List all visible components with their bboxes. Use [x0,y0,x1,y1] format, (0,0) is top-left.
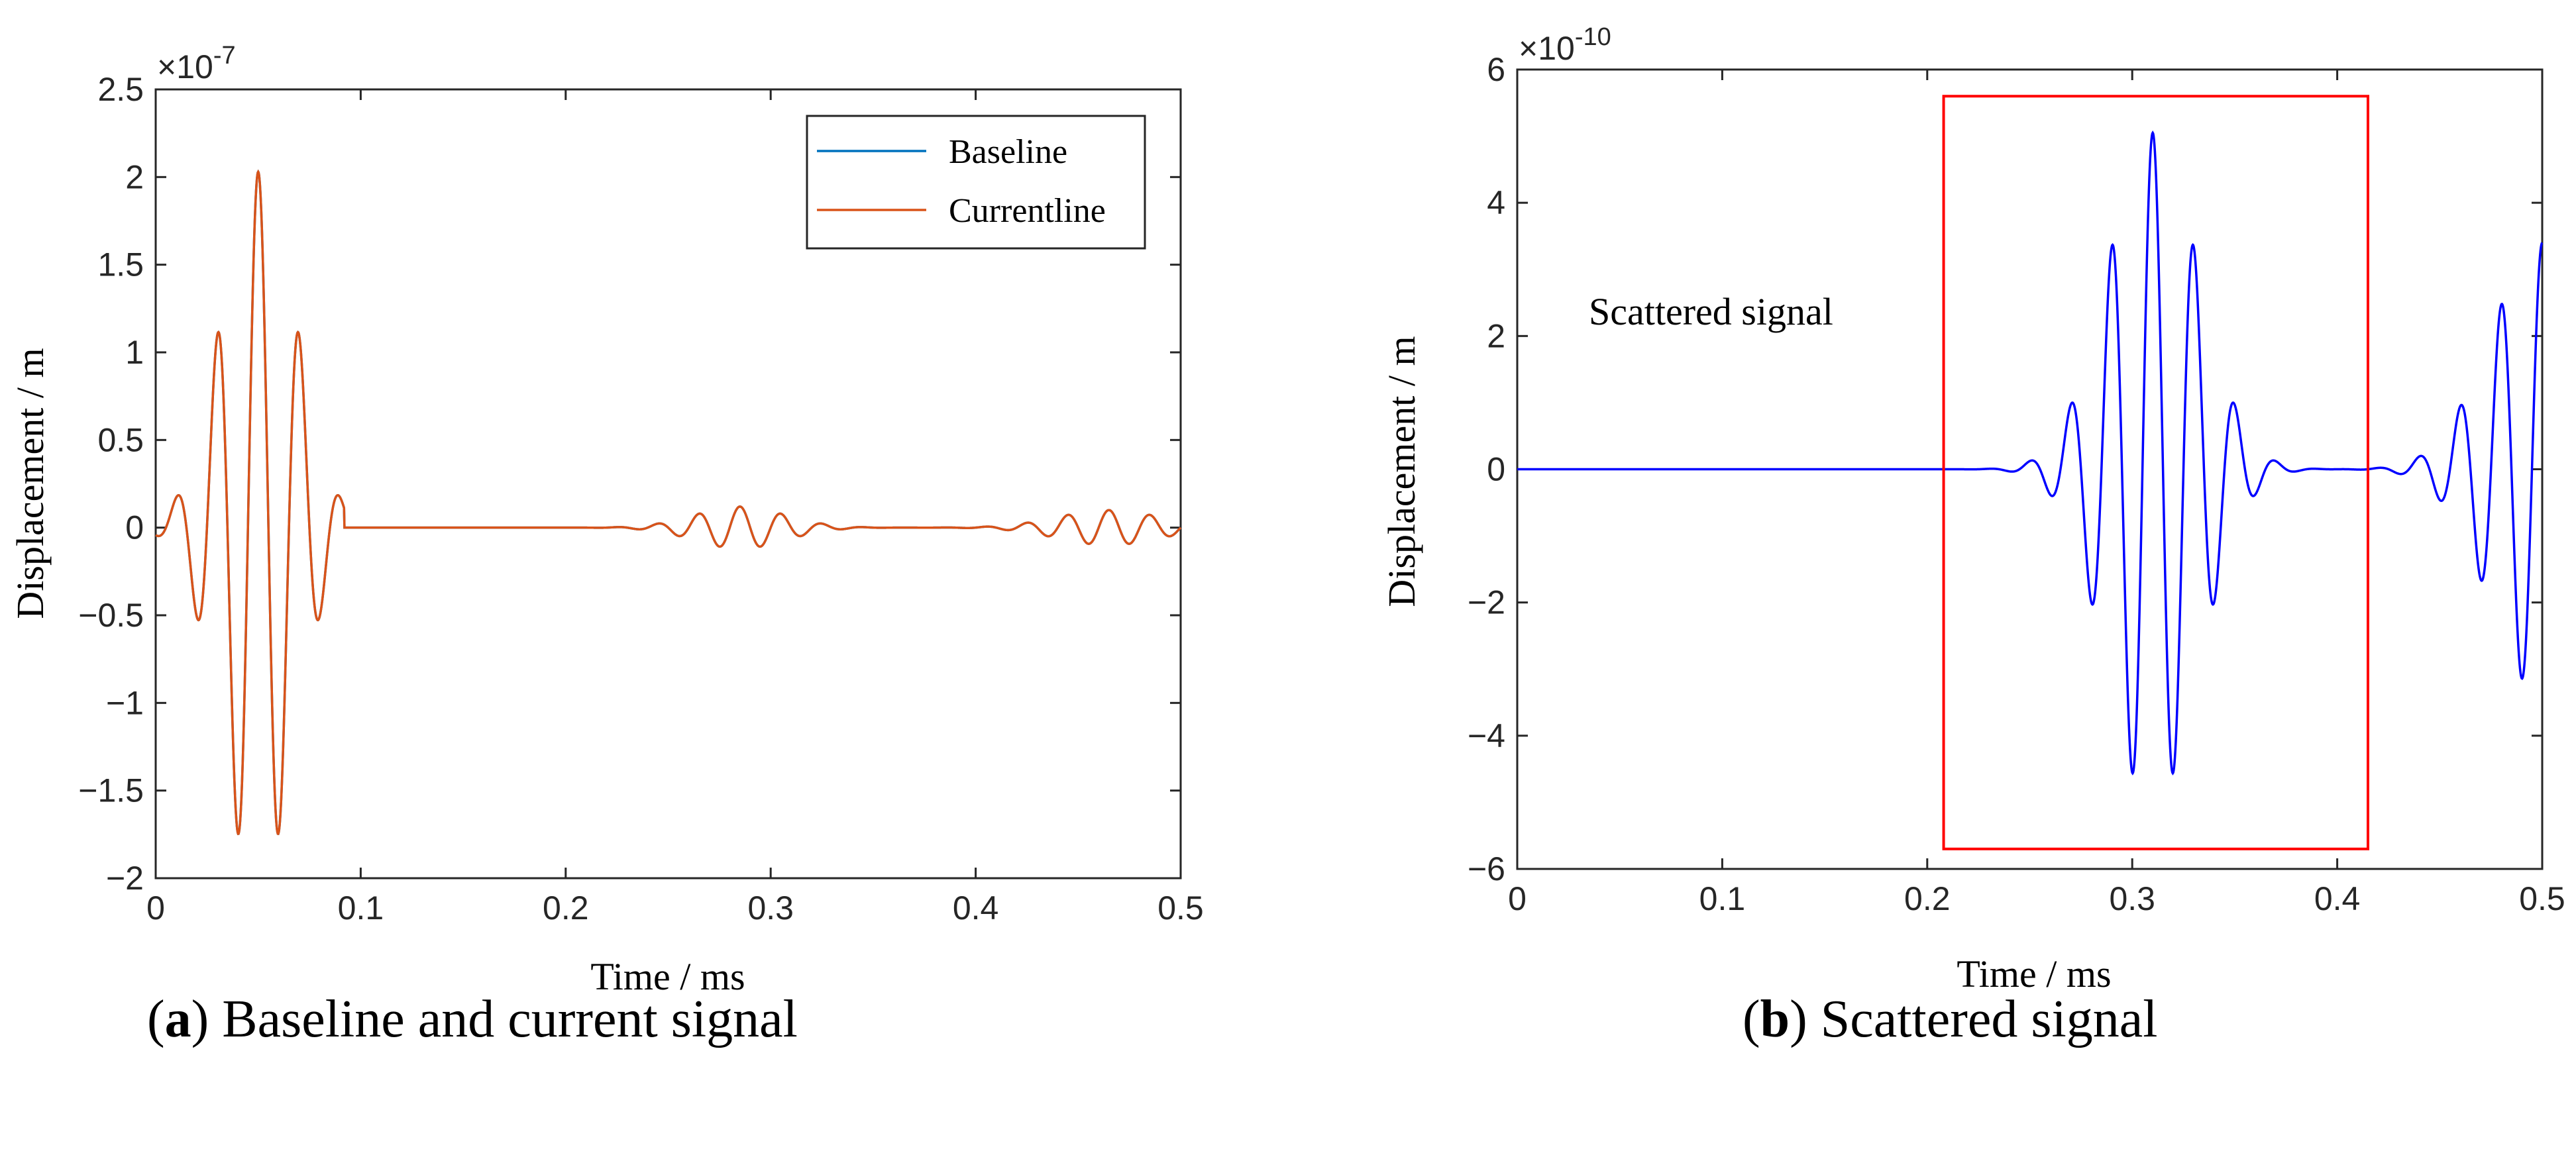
panel-a-xlabel: Time / ms [590,955,745,998]
panel-b-series-scattered [1517,130,2544,776]
panel-b-xtick-labels: 0 0.1 0.2 0.3 0.4 0.5 [1508,880,2565,917]
ytick-label: −4 [1468,717,1505,754]
panel-a-legend: Baseline Currentline [806,115,1146,250]
ytick-label: −2 [106,860,144,897]
panel-a-ytick-labels: −2 −1.5 −1 −0.5 0 0.5 1 1.5 2 2.5 [78,71,144,897]
panel-b-caption-text: Scattered signal [1821,990,2158,1048]
ytick-label: 2 [125,158,144,195]
ytick-label: 2 [1487,317,1505,354]
panel-a: −2 −1.5 −1 −0.5 0 0.5 1 1.5 2 2.5 0 0.1 0.2 0.3 0.4 0.… [9,42,1204,1048]
ytick-label: −1 [106,684,144,721]
ytick-label: 1.5 [97,246,144,283]
panel-b-caption: (b) Scattered signal [1743,990,2158,1048]
panel-a-series-currentline [155,169,1182,836]
panel-b-ytick-labels: −6 −4 −2 0 2 4 6 [1468,51,1505,887]
legend-label-currentline: Currentline [949,192,1106,230]
xtick-label: 0.2 [543,889,589,927]
ytick-label: 0 [1487,451,1505,488]
xtick-label: 0.3 [2109,880,2155,917]
ytick-label: 0.5 [97,421,144,458]
panel-b-ticks [1516,68,2544,870]
panel-b-ylabel: Displacement / m [1380,336,1423,607]
ytick-label: 2.5 [97,71,144,108]
panel-a-xtick-labels: 0 0.1 0.2 0.3 0.4 0.5 [146,889,1204,927]
panel-b: −6 −4 −2 0 2 4 6 0 0.1 0.2 0.3 0.4 0.5 ×10-10 Scatt… [1380,23,2565,1048]
panel-b-caption-letter: b [1760,990,1790,1048]
ytick-label: −1.5 [78,772,144,809]
ytick-label: 4 [1487,184,1505,221]
panel-b-xlabel: Time / ms [1957,952,2111,995]
panel-b-y-exponent: ×10-10 [1519,23,1611,67]
panel-a-ticks [154,88,1182,880]
ytick-label: −6 [1468,850,1505,887]
ytick-label: −0.5 [78,597,144,634]
ytick-label: 6 [1487,51,1505,88]
xtick-label: 0.5 [1157,889,1204,927]
panel-a-caption-letter: a [165,990,191,1048]
panel-a-caption: (a) Baseline and current signal [147,990,798,1048]
xtick-label: 0.5 [2519,880,2565,917]
panel-a-caption-text: Baseline and current signal [222,990,798,1048]
xtick-label: 0.1 [338,889,384,927]
xtick-label: 0.4 [2314,880,2361,917]
xtick-label: 0.2 [1904,880,1951,917]
ytick-label: 0 [125,509,144,546]
legend-label-baseline: Baseline [949,133,1067,171]
xtick-label: 0 [146,889,165,927]
xtick-label: 0.1 [1699,880,1746,917]
panel-a-y-exponent: ×10-7 [157,42,236,85]
panel-b-highlight-box [1942,95,2370,850]
xtick-label: 0.3 [747,889,794,927]
ytick-label: −2 [1468,584,1505,621]
xtick-label: 0 [1508,880,1527,917]
panel-b-annotation: Scattered signal [1589,290,1833,333]
legend-box [806,115,1146,250]
panel-a-ylabel: Displacement / m [9,348,52,619]
xtick-label: 0.4 [953,889,999,927]
ytick-label: 1 [125,334,144,371]
